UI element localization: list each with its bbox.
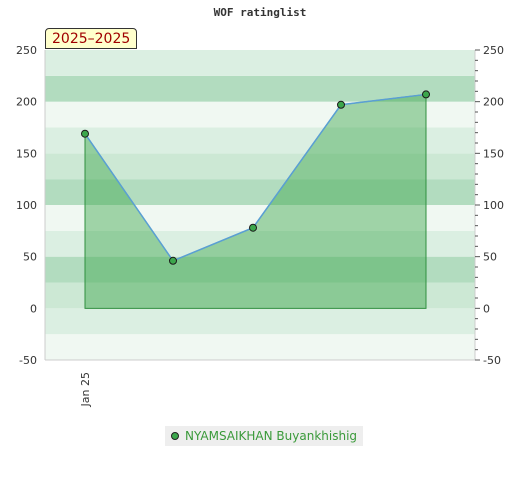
y-tick-label-right: 150	[483, 147, 504, 160]
data-point	[169, 256, 177, 265]
y-tick-label-right: 0	[483, 302, 490, 315]
grid-band	[45, 50, 475, 76]
legend: NYAMSAIKHAN Buyankhishig	[165, 426, 364, 446]
grid-band	[45, 179, 475, 205]
data-point	[249, 223, 257, 232]
y-tick-label-right: 250	[483, 44, 504, 57]
y-tick-label-left: -50	[19, 354, 37, 367]
x-tick-label: Jan 25	[79, 372, 92, 407]
legend-marker-icon	[171, 432, 179, 440]
grid-band	[45, 127, 475, 154]
grid-band	[45, 101, 475, 128]
y-tick-label-left: 250	[16, 44, 37, 57]
data-point	[422, 90, 430, 99]
y-tick-label-right: 100	[483, 199, 504, 212]
y-tick-label-left: 200	[16, 96, 37, 109]
y-tick-label-left: 100	[16, 199, 37, 212]
data-point	[337, 100, 345, 109]
y-tick-label-right: 200	[483, 96, 504, 109]
legend-label: NYAMSAIKHAN Buyankhishig	[185, 429, 358, 443]
y-tick-label-left: 50	[23, 251, 37, 264]
y-tick-label-right: -50	[483, 354, 501, 367]
grid-band	[45, 282, 475, 309]
y-tick-label-left: 0	[30, 302, 37, 315]
grid-band	[45, 256, 475, 283]
chart-title: WOF ratinglist	[213, 6, 307, 19]
grid-band	[45, 153, 475, 180]
y-tick-label-right: 50	[483, 251, 497, 264]
grid-band	[45, 308, 475, 335]
y-tick-label-left: 150	[16, 147, 37, 160]
period-badge: 2025–2025	[45, 28, 138, 49]
data-point	[81, 129, 89, 138]
grid-band	[45, 230, 475, 257]
grid-band	[45, 334, 475, 360]
